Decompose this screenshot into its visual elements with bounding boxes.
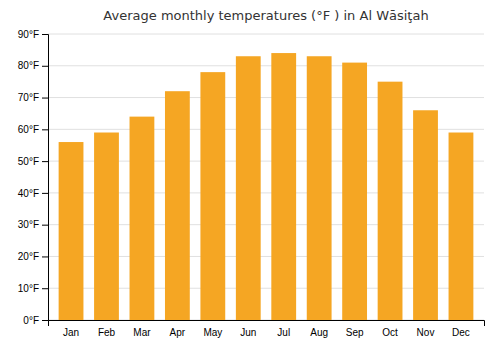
x-tick: Apr (170, 327, 186, 338)
x-axis-line (49, 321, 485, 327)
bar (449, 133, 474, 320)
y-tick: 60°F (18, 124, 48, 135)
y-tick-label: 50°F (18, 156, 39, 167)
bar (94, 133, 119, 320)
bar (271, 53, 296, 320)
x-tick: Jan (63, 327, 79, 338)
y-tick-mark (42, 66, 48, 67)
y-tick: 40°F (18, 188, 48, 199)
x-tick: Dec (452, 327, 470, 338)
x-tick: Sep (346, 327, 364, 338)
y-tick-mark (42, 98, 48, 99)
x-tick-label: Mar (133, 327, 151, 338)
x-tick-label: Oct (382, 327, 398, 338)
bar (200, 72, 225, 320)
y-tick-mark (42, 34, 48, 35)
bar (307, 56, 332, 320)
y-tick: 10°F (18, 283, 48, 294)
y-tick: 70°F (18, 92, 48, 103)
bar (165, 91, 190, 320)
y-tick-label: 30°F (18, 219, 39, 230)
y-tick-mark (42, 225, 48, 226)
y-tick-label: 60°F (18, 124, 39, 135)
y-axis-line (42, 35, 49, 321)
x-tick-label: Nov (417, 327, 435, 338)
x-tick: May (203, 327, 222, 338)
grid (48, 34, 484, 320)
grid-line (48, 97, 484, 98)
bar (130, 117, 155, 320)
y-tick-label: 0°F (23, 315, 39, 326)
y-tick-label: 20°F (18, 251, 39, 262)
y-tick-mark (42, 320, 48, 321)
x-tick-label: Sep (346, 327, 364, 338)
x-tick-label: Dec (452, 327, 470, 338)
title: Average monthly temperatures (°F ) in Al… (103, 8, 428, 23)
grid-line (48, 65, 484, 66)
bar (236, 56, 261, 320)
y-tick: 80°F (18, 60, 48, 71)
bar (378, 82, 403, 320)
y-tick-mark (42, 288, 48, 289)
x-tick: Aug (310, 327, 328, 338)
x-tick: Jul (277, 327, 290, 338)
x-tick: Feb (98, 327, 116, 338)
y-tick: 50°F (18, 156, 48, 167)
y-tick: 30°F (18, 219, 48, 230)
x-tick-label: Feb (98, 327, 116, 338)
y-tick-label: 80°F (18, 60, 39, 71)
bar (342, 63, 367, 320)
y-tick-label: 10°F (18, 283, 39, 294)
y-tick: 20°F (18, 251, 48, 262)
x-tick: Jun (240, 327, 256, 338)
x-tick-label: Apr (170, 327, 186, 338)
y-tick-mark (42, 256, 48, 257)
x-tick: Mar (133, 327, 151, 338)
x-tick-label: Aug (310, 327, 328, 338)
plot: 0°F 10°F 20°F 30°F 40°F 50°F 60°F 70°F 80°F 90°F J… (18, 29, 485, 338)
x-tick: Oct (382, 327, 398, 338)
grid-line (48, 34, 484, 35)
y-tick-label: 70°F (18, 92, 39, 103)
x-tick-label: Jan (63, 327, 79, 338)
x-tick: Nov (417, 327, 435, 338)
x-tick-label: Jul (277, 327, 290, 338)
x-tick-label: Jun (240, 327, 256, 338)
x-tick-label: May (203, 327, 222, 338)
y-tick-label: 40°F (18, 188, 39, 199)
y-axis: 0°F 10°F 20°F 30°F 40°F 50°F 60°F 70°F 80°F 90°F (18, 29, 49, 326)
bars (59, 53, 474, 320)
y-tick: 90°F (18, 29, 48, 40)
y-tick-mark (42, 129, 48, 130)
x-axis: Jan Feb Mar Apr May Jun Jul Aug Sep Oct Nov Dec (49, 321, 485, 339)
bar (59, 142, 84, 320)
y-tick-mark (42, 161, 48, 162)
y-tick: 0°F (23, 315, 48, 326)
bar (413, 110, 438, 320)
y-tick-label: 90°F (18, 29, 39, 40)
chart: 0°F 10°F 20°F 30°F 40°F 50°F 60°F 70°F 80°F 90°F J… (0, 0, 500, 350)
y-tick-mark (42, 193, 48, 194)
